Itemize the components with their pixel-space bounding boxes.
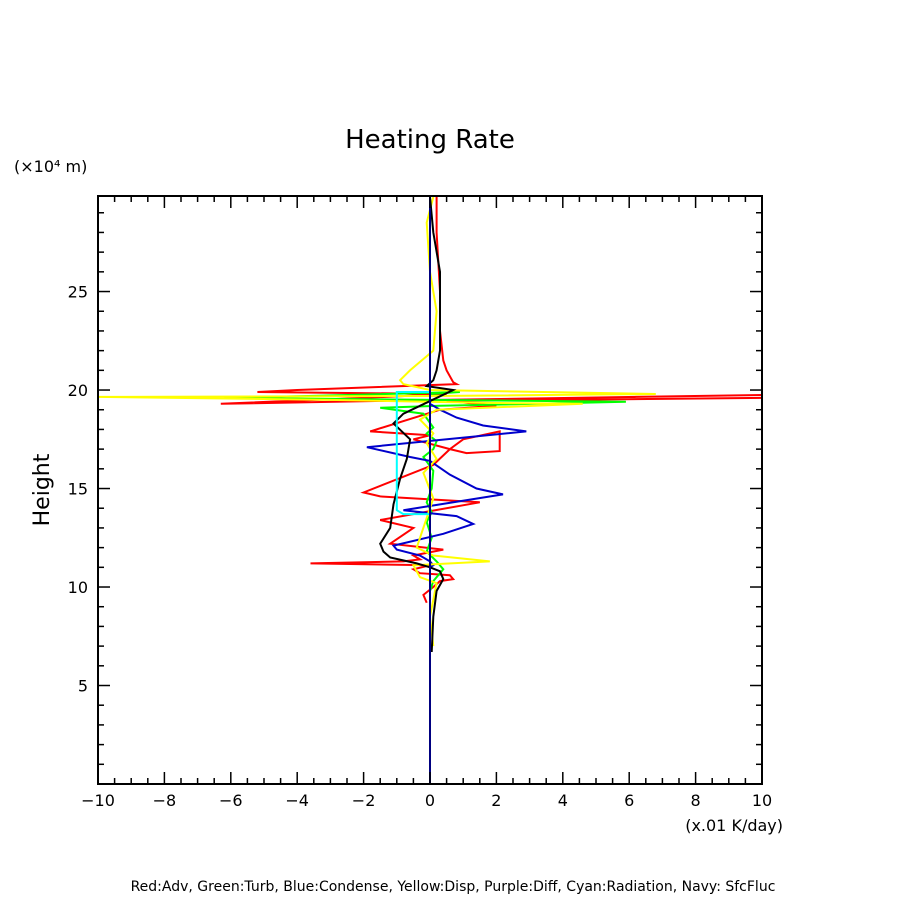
series-line-green-turb <box>224 391 626 592</box>
x-tick-label: 0 <box>425 791 435 810</box>
x-tick-label: −8 <box>153 791 177 810</box>
x-tick-label: 8 <box>691 791 701 810</box>
chart-title: Heating Rate <box>345 125 515 155</box>
x-tick-label: −4 <box>285 791 309 810</box>
y-tick-label: 25 <box>68 283 88 302</box>
x-tick-label: 10 <box>752 791 772 810</box>
y-axis-label: Height <box>30 453 55 526</box>
y-axis-unit: (×10⁴ m) <box>14 157 87 176</box>
y-tick-label: 15 <box>68 480 88 499</box>
x-tick-label: 6 <box>624 791 634 810</box>
legend-caption: Red:Adv, Green:Turb, Blue:Condense, Yell… <box>131 879 776 895</box>
x-tick-label: −6 <box>219 791 243 810</box>
axis-layer: −10 −8 −6 −4 −2 0 2 4 6 8 10 5 10 15 20 25 <box>68 195 772 810</box>
series-line-blue-condense <box>366 402 527 569</box>
y-tick-label: 20 <box>68 381 88 400</box>
series-line-cyan-radiation <box>395 391 430 516</box>
x-tick-label: 4 <box>558 791 568 810</box>
x-tick-label: −10 <box>81 791 115 810</box>
x-axis-unit: (x.01 K/day) <box>685 816 783 835</box>
series-line-yellow-disp <box>97 196 656 647</box>
series-layer <box>97 195 763 784</box>
x-tick-label: −2 <box>352 791 376 810</box>
y-tick-label: 10 <box>68 578 88 597</box>
x-tick-label: 2 <box>491 791 501 810</box>
series-line-black-total <box>379 196 457 653</box>
y-tick-label: 5 <box>78 677 88 696</box>
